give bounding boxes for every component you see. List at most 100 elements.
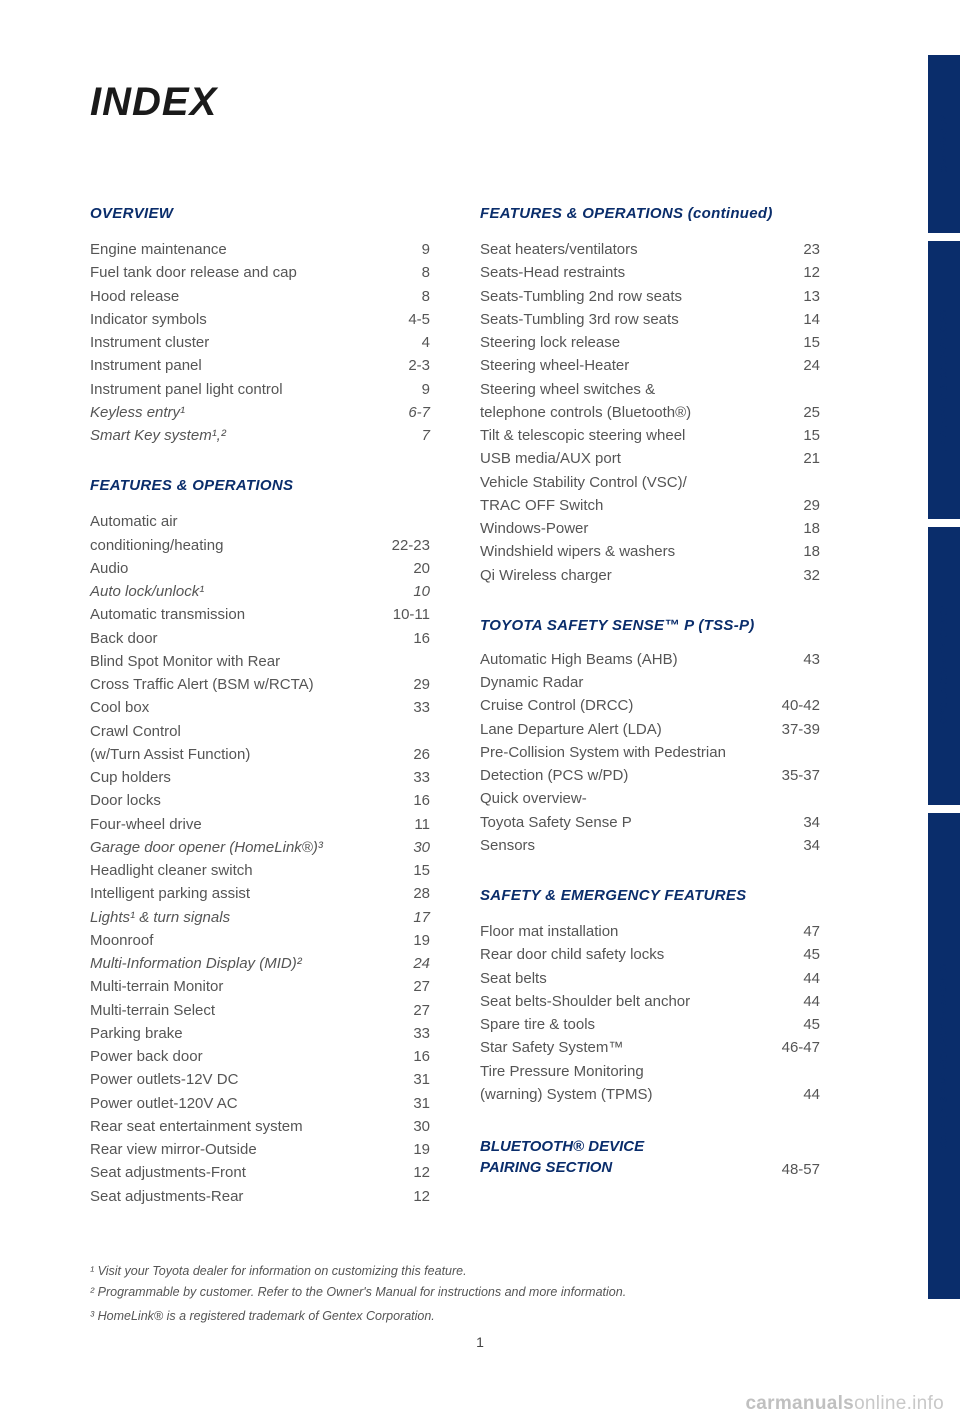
index-entry: Seat adjustments-Front12	[90, 1161, 430, 1184]
index-entry: Windshield wipers & washers18	[480, 540, 820, 563]
entry-page: 45	[770, 1013, 820, 1036]
entry-page: 15	[770, 424, 820, 447]
tab-features[interactable]: FEATURES & OPERATIONS	[928, 241, 960, 519]
index-entry: Seats-Tumbling 3rd row seats14	[480, 308, 820, 331]
entry-label: (w/Turn Assist Function)	[90, 743, 380, 766]
entry-page: 12	[380, 1185, 430, 1208]
watermark-bold: carmanuals	[745, 1393, 854, 1414]
index-entry: Keyless entry¹6-7	[90, 401, 430, 424]
index-entry: Multi-terrain Monitor27	[90, 975, 430, 998]
entry-list: Automatic High Beams (AHB)43Dynamic Rada…	[480, 648, 820, 857]
section-bluetooth: BLUETOOTH® DEVICE PAIRING SECTION 48-57	[480, 1136, 820, 1178]
entry-page: 21	[770, 447, 820, 470]
entry-label: Seat heaters/ventilators	[480, 238, 770, 261]
entry-label: Automatic transmission	[90, 603, 380, 626]
index-entry: Vehicle Stability Control (VSC)/	[480, 471, 820, 494]
entry-page: 16	[380, 1045, 430, 1068]
entry-page: 31	[380, 1068, 430, 1091]
entry-label: Cruise Control (DRCC)	[480, 694, 770, 717]
entry-label: Crawl Control	[90, 720, 380, 743]
entry-label: Blind Spot Monitor with Rear	[90, 650, 380, 673]
index-entry: Hood release8	[90, 285, 430, 308]
entry-page: 23	[770, 238, 820, 261]
entry-label: Seat adjustments-Front	[90, 1161, 380, 1184]
entry-page: 33	[380, 1022, 430, 1045]
entry-label: Rear door child safety locks	[480, 943, 770, 966]
entry-page: 24	[770, 354, 820, 377]
entry-label: Pre-Collision System with Pedestrian	[480, 741, 770, 764]
index-entry: Seats-Head restraints12	[480, 261, 820, 284]
entry-page: 19	[380, 929, 430, 952]
entry-page: 20	[380, 557, 430, 580]
entry-page: 45	[770, 943, 820, 966]
entry-page: 12	[380, 1161, 430, 1184]
entry-page: 10-11	[380, 603, 430, 626]
watermark: carmanualsonline.info	[745, 1393, 944, 1415]
entry-label: Cross Traffic Alert (BSM w/RCTA)	[90, 673, 380, 696]
section-heading: TOYOTA SAFETY SENSE™ P (TSS-P)	[480, 617, 820, 634]
entry-label: Engine maintenance	[90, 238, 380, 261]
index-entry: Seats-Tumbling 2nd row seats13	[480, 285, 820, 308]
entry-page: 28	[380, 882, 430, 905]
footnotes: ¹ Visit your Toyota dealer for informati…	[90, 1262, 870, 1326]
entry-page: 10	[380, 580, 430, 603]
entry-page: 19	[380, 1138, 430, 1161]
tab-label: SAFETY & EMERGENCY FEATURES	[939, 963, 950, 1149]
entry-page: 9	[380, 238, 430, 261]
entry-label: Lane Departure Alert (LDA)	[480, 718, 770, 741]
entry-page: 4	[380, 331, 430, 354]
entry-page: 43	[770, 648, 820, 671]
entry-label: Quick overview-	[480, 787, 770, 810]
index-entry: Indicator symbols4-5	[90, 308, 430, 331]
column-left: OVERVIEW Engine maintenance9Fuel tank do…	[90, 205, 430, 1238]
entry-label: Seat belts	[480, 967, 770, 990]
entry-label: Garage door opener (HomeLink®)³	[90, 836, 380, 859]
index-entry: Intelligent parking assist28	[90, 882, 430, 905]
index-entry: Moonroof19	[90, 929, 430, 952]
tab-safety[interactable]: SAFETY & EMERGENCY FEATURES	[928, 813, 960, 1299]
entry-page: 33	[380, 696, 430, 719]
entry-page: 30	[380, 1115, 430, 1138]
index-entry: Rear view mirror-Outside19	[90, 1138, 430, 1161]
tab-overview[interactable]: OVERVIEW	[928, 55, 960, 233]
entry-label: Vehicle Stability Control (VSC)/	[480, 471, 770, 494]
entry-label: TRAC OFF Switch	[480, 494, 770, 517]
index-entry: Door locks16	[90, 789, 430, 812]
entry-label: Multi-terrain Monitor	[90, 975, 380, 998]
entry-page: 9	[380, 378, 430, 401]
entry-page: 13	[770, 285, 820, 308]
index-entry: Star Safety System™46-47	[480, 1036, 820, 1059]
section-overview: OVERVIEW Engine maintenance9Fuel tank do…	[90, 205, 430, 447]
footnote: ¹ Visit your Toyota dealer for informati…	[90, 1262, 870, 1281]
tab-tss[interactable]: TOYOTA SAFETY SENSE	[928, 527, 960, 805]
entry-list: Floor mat installation47Rear door child …	[480, 920, 820, 1106]
entry-label: Indicator symbols	[90, 308, 380, 331]
index-entry: conditioning/heating22-23	[90, 534, 430, 557]
entry-label: conditioning/heating	[90, 534, 380, 557]
index-entry: Lights¹ & turn signals17	[90, 906, 430, 929]
entry-label: Tire Pressure Monitoring	[480, 1060, 770, 1083]
tab-label: FEATURES & OPERATIONS	[939, 309, 950, 451]
entry-label: Intelligent parking assist	[90, 882, 380, 905]
entry-label: Smart Key system¹,²	[90, 424, 380, 447]
entry-page: 30	[380, 836, 430, 859]
entry-label: Parking brake	[90, 1022, 380, 1045]
entry-label: Moonroof	[90, 929, 380, 952]
entry-page: 18	[770, 517, 820, 540]
bluetooth-heading-line1: BLUETOOTH® DEVICE	[480, 1138, 644, 1155]
section-features-2: FEATURES & OPERATIONS (continued) Seat h…	[480, 205, 820, 587]
bluetooth-heading: BLUETOOTH® DEVICE PAIRING SECTION	[480, 1136, 644, 1178]
entry-label: Four-wheel drive	[90, 813, 380, 836]
index-entry: Power back door16	[90, 1045, 430, 1068]
footnote: ³ HomeLink® is a registered trademark of…	[90, 1307, 870, 1326]
entry-label: Windshield wipers & washers	[480, 540, 770, 563]
footnote: ² Programmable by customer. Refer to the…	[90, 1283, 870, 1302]
index-entry: Multi-terrain Select27	[90, 999, 430, 1022]
columns: OVERVIEW Engine maintenance9Fuel tank do…	[90, 205, 870, 1238]
index-entry: Cross Traffic Alert (BSM w/RCTA)29	[90, 673, 430, 696]
entry-page: 27	[380, 975, 430, 998]
entry-label: Audio	[90, 557, 380, 580]
entry-label: Steering wheel switches &	[480, 378, 770, 401]
section-heading: SAFETY & EMERGENCY FEATURES	[480, 887, 820, 904]
entry-label: (warning) System (TPMS)	[480, 1083, 770, 1106]
